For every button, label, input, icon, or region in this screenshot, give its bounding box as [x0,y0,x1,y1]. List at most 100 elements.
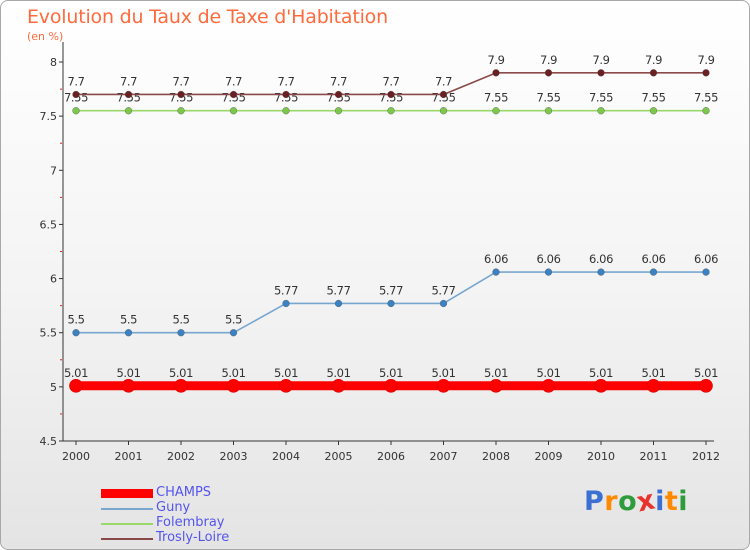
x-tick-label: 2008 [482,450,510,463]
data-point [646,378,661,393]
data-point [439,90,448,99]
data-point [597,69,605,77]
data-label: 5.01 [326,366,350,380]
data-label: 5.01 [221,366,245,380]
y-tick-label: 7.5 [40,110,58,123]
data-label: 5.5 [172,313,189,327]
data-point [334,299,343,308]
data-point [174,378,188,393]
legend-swatch [101,523,153,525]
data-point [226,378,241,393]
data-point [282,107,290,115]
data-label: 6.06 [484,252,508,266]
y-tick-label: 4.5 [40,435,58,448]
data-point [177,107,185,115]
data-point [699,378,713,393]
data-point [702,268,710,276]
y-tick-label: 5.5 [40,327,58,340]
data-point [69,378,83,393]
data-label: 6.06 [641,252,665,266]
x-tick-label: 2000 [62,450,90,463]
data-point [702,107,710,115]
data-label: 5.01 [694,366,718,380]
logo-letter: t [664,486,679,517]
data-label: 7.55 [641,91,665,105]
data-point [436,378,451,393]
data-label: 7.55 [589,91,613,105]
data-label: 5.01 [431,366,455,380]
data-label: 7.9 [592,53,609,67]
data-label: 7.7 [120,74,137,88]
data-label: 5.01 [484,366,508,380]
data-label: 5.77 [326,283,350,297]
data-point [72,90,80,99]
data-point [72,329,80,337]
legend-swatch [101,508,153,510]
legend-label: Folembray [156,515,225,530]
logo-letter: P [584,486,605,517]
x-tick-label: 2002 [167,450,195,463]
data-point [124,329,133,337]
data-label: 7.55 [694,91,718,105]
data-point [124,107,133,115]
logo-letter: i [655,486,665,517]
data-point [229,107,238,115]
data-point [229,329,238,337]
data-point [387,299,395,308]
data-point [72,107,80,115]
proxiti-logo: Proxiti [584,484,688,518]
data-point [544,268,553,276]
data-point [387,90,395,99]
data-point [492,268,500,276]
legend-swatch [101,538,153,540]
data-label: 5.01 [169,366,193,380]
data-point [282,299,290,308]
data-label: 5.01 [641,366,665,380]
legend-label: CHAMPS [156,485,212,500]
data-point [439,299,448,308]
data-point [121,378,136,393]
data-label: 7.7 [435,74,452,88]
data-point [334,90,343,99]
y-tick-label: 5 [50,381,57,394]
y-tick-label: 8 [50,56,57,69]
data-point [597,268,605,276]
data-point [177,90,185,99]
data-label: 5.01 [589,366,613,380]
data-label: 5.01 [116,366,140,380]
chart-subtitle: (en %) [27,30,64,43]
x-tick-label: 2012 [692,450,720,463]
data-point [594,378,608,393]
logo-letter: o [618,486,638,517]
data-label: 7.9 [645,53,662,67]
data-point [279,378,293,393]
data-point [544,69,553,77]
x-tick-label: 2005 [325,450,353,463]
legend-swatch [101,489,153,498]
data-point [702,69,710,77]
data-label: 5.01 [64,366,88,380]
data-point [282,90,290,99]
data-label: 7.9 [540,53,557,67]
legend-label: Guny [156,500,191,515]
data-point [334,107,343,115]
y-tick-label: 6 [50,273,57,286]
data-point [597,107,605,115]
data-label: 7.55 [484,91,508,105]
data-label: 6.06 [694,252,718,266]
data-point [177,329,185,337]
data-point [492,69,500,77]
data-label: 5.5 [120,313,137,327]
x-tick-label: 2001 [115,450,143,463]
data-label: 7.7 [225,74,242,88]
data-label: 7.9 [487,53,504,67]
data-label: 7.9 [697,53,714,67]
x-tick-label: 2004 [272,450,300,463]
data-label: 7.7 [172,74,189,88]
data-label: 5.01 [379,366,403,380]
data-point [229,90,238,99]
data-point [124,90,133,99]
data-point [384,378,398,393]
data-label: 6.06 [589,252,613,266]
